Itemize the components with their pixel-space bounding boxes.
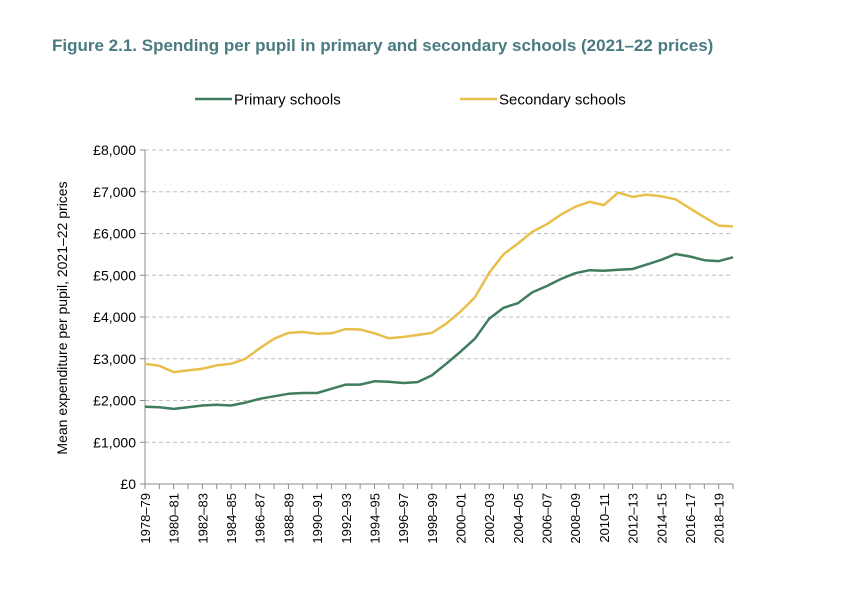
y-tick-label: £1,000 xyxy=(93,434,136,450)
x-tick-label: 2006–07 xyxy=(540,493,555,544)
y-tick-label: £4,000 xyxy=(93,309,136,325)
x-tick-label: 1996–97 xyxy=(396,493,411,544)
x-tick-label: 1988–89 xyxy=(281,493,296,544)
x-tick-label: 2014–15 xyxy=(654,493,669,544)
legend-label-primary: Primary schools xyxy=(234,92,341,109)
x-tick-label: 2008–09 xyxy=(568,493,583,544)
x-tick-label: 2000–01 xyxy=(454,493,469,544)
x-tick-label: 2004–05 xyxy=(511,493,526,544)
x-tick-label: 1986–87 xyxy=(253,493,268,544)
legend: Primary schools Secondary schools xyxy=(195,92,626,109)
y-tick-label: £2,000 xyxy=(93,393,136,409)
x-tick-label: 1978–79 xyxy=(138,493,153,544)
y-tick-label: £6,000 xyxy=(93,226,136,242)
x-tick-label: 2018–19 xyxy=(712,493,727,544)
y-axis-ticks: £0 £1,000 £2,000 £3,000 £4,000 £5,000 £6,000 £7… xyxy=(93,142,145,492)
y-tick-label: £7,000 xyxy=(93,184,136,200)
legend-label-secondary: Secondary schools xyxy=(499,92,626,109)
y-tick-label: £3,000 xyxy=(93,351,136,367)
x-tick-label: 1992–93 xyxy=(339,493,354,544)
y-tick-label: £5,000 xyxy=(93,267,136,283)
x-tick-label: 1984–85 xyxy=(224,493,239,544)
x-tick-label: 1994–95 xyxy=(367,493,382,544)
primary-schools-line xyxy=(144,252,734,411)
x-tick-label: 1990–91 xyxy=(310,493,325,544)
x-tick-label: 2010–11 xyxy=(597,493,612,543)
x-tick-label: 2012–13 xyxy=(626,493,641,544)
x-tick-label: 2016–17 xyxy=(683,493,698,544)
figure-title: Figure 2.1. Spending per pupil in primar… xyxy=(52,36,714,55)
x-tick-label: 1982–83 xyxy=(195,493,210,544)
x-tick-label: 1998–99 xyxy=(425,493,440,544)
y-tick-label: £8,000 xyxy=(93,142,136,158)
x-axis-ticks: 1978–79 1980–81 1982–83 1984–85 1986–87 1988–… xyxy=(138,484,734,544)
secondary-schools-line xyxy=(144,191,734,374)
x-tick-label: 2002–03 xyxy=(482,493,497,544)
y-tick-label: £0 xyxy=(120,476,136,492)
gridlines xyxy=(145,149,733,443)
y-axis-label: Mean expenditure per pupil, 2021–22 pric… xyxy=(54,181,70,454)
x-tick-label: 1980–81 xyxy=(167,493,182,544)
series-lines xyxy=(144,191,734,411)
